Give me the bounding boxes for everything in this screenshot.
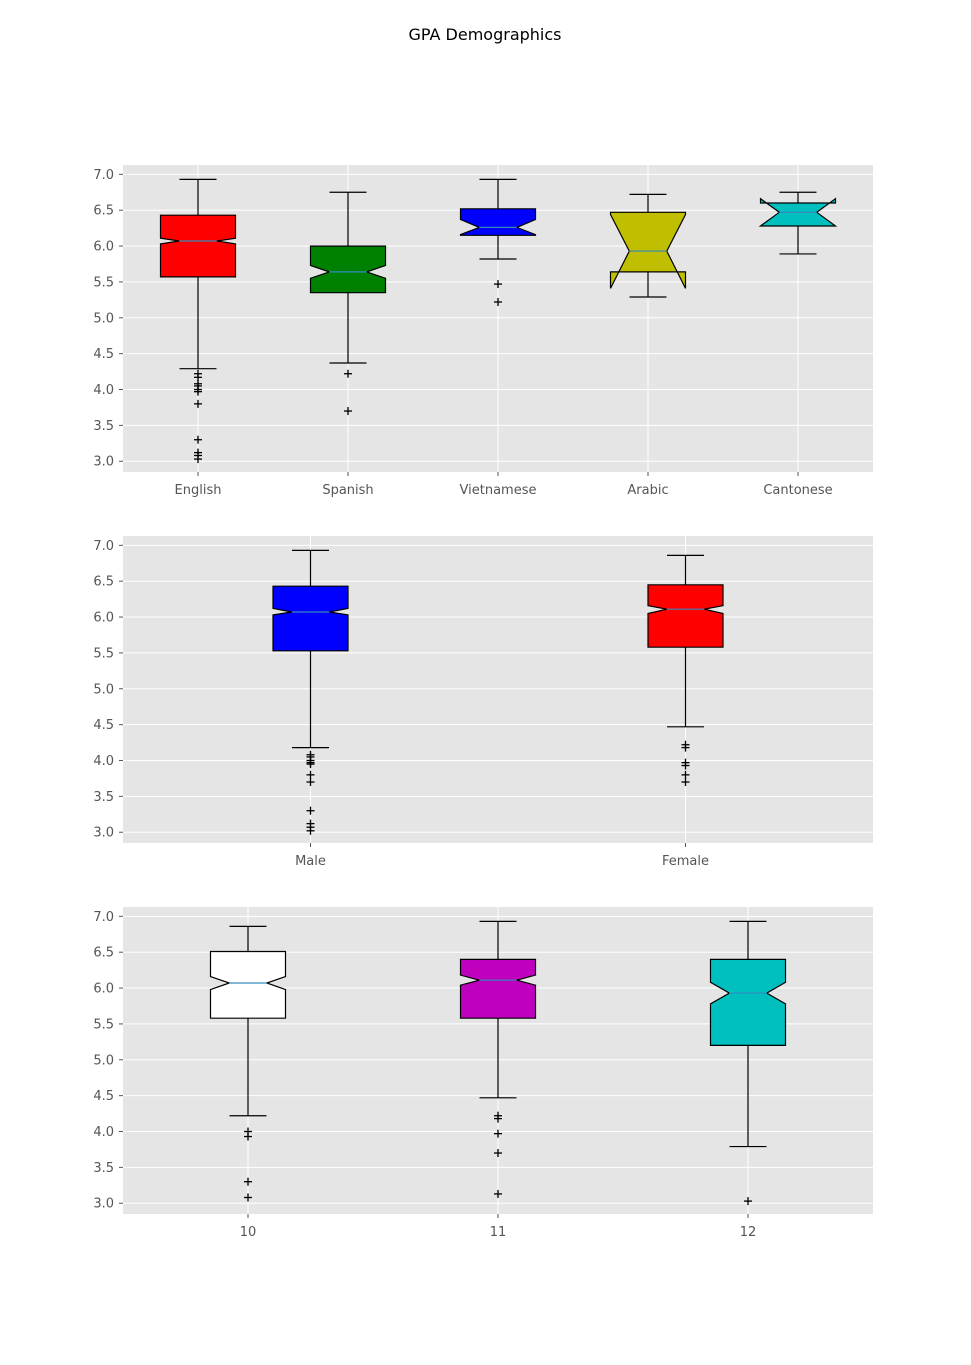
outlier-point [306,778,315,787]
x-tick-label: Cantonese [763,483,832,498]
outlier-point [194,387,202,396]
outlier-point [194,399,202,408]
box-body [209,950,287,1019]
y-tick-label: 7.0 [93,910,114,925]
outlier-point [681,743,690,752]
y-tick-label: 5.5 [93,275,114,290]
x-tick-label: Arabic [627,483,668,498]
chart-panel-1: 3.0 3.5 4.0 4.5 5.0 5.5 6.0 6.5 7.0 English Spanis… [93,165,873,498]
box-female [647,554,724,787]
x-tick-label: 10 [240,1225,257,1240]
y-tick-label: 5.0 [93,311,114,326]
outlier-point [244,1177,252,1186]
y-tick-label: 6.0 [93,982,114,997]
y-tick-label: 3.5 [93,1161,114,1176]
box-12 [709,920,787,1206]
chart-panel-2: 3.0 3.5 4.0 4.5 5.0 5.5 6.0 6.5 7.0 Male Female [93,536,873,869]
box-vietnamese [459,178,537,307]
box-10 [209,925,287,1202]
outlier-point [744,1197,752,1206]
box-spanish [309,191,387,416]
outlier-point [494,1114,502,1123]
y-tick-label: 6.5 [93,204,114,219]
y-tick-label: 3.0 [93,455,114,470]
x-tick-label: 12 [740,1225,757,1240]
box-arabic [609,193,687,298]
outlier-point [681,770,690,779]
box-body [647,584,724,648]
y-tick-label: 3.0 [93,826,114,841]
outlier-point [244,1193,252,1202]
outlier-point [244,1132,252,1141]
y-tick-label: 6.0 [93,611,114,626]
box-body [159,214,237,278]
box-body [709,958,787,1047]
y-tick-label: 4.5 [93,718,114,733]
box-english [159,178,237,464]
outlier-point [494,1129,502,1138]
box-body [459,958,537,1019]
y-tick-label: 5.0 [93,682,114,697]
panels: 3.0 3.5 4.0 4.5 5.0 5.5 6.0 6.5 7.0 English Spanis… [93,165,873,1240]
outlier-point [306,760,315,769]
x-tick-label: Spanish [322,483,373,498]
x-tick-label: English [175,483,222,498]
y-tick-label: 7.0 [93,539,114,554]
box-body [309,245,387,294]
plot-background [123,536,873,843]
x-tick-label: Vietnamese [460,483,537,498]
figure-title: GPA Demographics [408,25,561,44]
x-tick-label: 11 [490,1225,507,1240]
outlier-point [494,1149,502,1158]
y-tick-label: 4.0 [93,754,114,769]
outlier-point [194,455,202,464]
y-tick-label: 5.5 [93,646,114,661]
y-tick-label: 6.5 [93,575,114,590]
box-11 [459,920,537,1198]
y-tick-label: 3.0 [93,1197,114,1212]
box-body [272,585,349,652]
box-male [272,549,349,835]
y-tick-label: 6.0 [93,240,114,255]
outlier-point [681,778,690,787]
outlier-point [306,806,315,815]
outlier-point [494,280,502,289]
y-tick-label: 6.5 [93,946,114,961]
outlier-point [494,298,502,307]
y-tick-label: 5.0 [93,1053,114,1068]
box-body [609,211,687,289]
x-tick-label: Male [295,854,326,869]
y-tick-label: 4.0 [93,1125,114,1140]
outlier-point [306,770,315,779]
y-tick-label: 4.5 [93,347,114,362]
outlier-point [344,407,352,416]
y-tick-label: 4.5 [93,1089,114,1104]
outlier-point [306,826,315,835]
y-tick-label: 4.0 [93,383,114,398]
y-tick-label: 5.5 [93,1017,114,1032]
outlier-point [494,1189,502,1198]
outlier-point [194,435,202,444]
x-tick-label: Female [662,854,709,869]
box-cantonese [758,191,838,255]
y-tick-label: 7.0 [93,168,114,183]
chart-panel-3: 3.0 3.5 4.0 4.5 5.0 5.5 6.0 6.5 7.0 10 11 12 [93,907,873,1240]
y-tick-label: 3.5 [93,419,114,434]
outlier-point [344,369,352,378]
y-tick-label: 3.5 [93,790,114,805]
box-body [459,208,537,236]
outlier-point [681,761,690,770]
